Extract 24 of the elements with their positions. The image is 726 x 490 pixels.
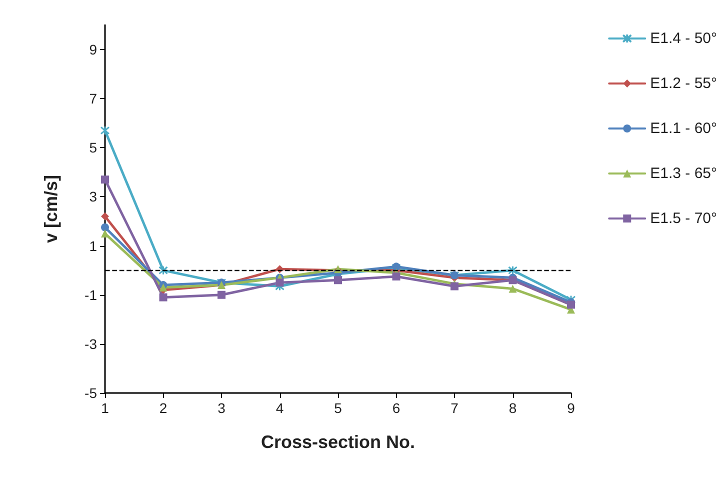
x-axis-title: Cross-section No. <box>260 432 416 452</box>
y-tick-label: 9 <box>89 42 98 58</box>
legend-label: E1.1 - 60° <box>650 120 718 137</box>
y-tick-label: -5 <box>84 385 98 401</box>
y-tick-label: 5 <box>89 140 98 156</box>
y-tick-label: 7 <box>89 90 98 107</box>
legend-label: E1.5 - 70° <box>650 210 718 227</box>
x-tick-label: 2 <box>159 400 168 416</box>
x-tick-label: 1 <box>101 400 110 416</box>
x-tick-label: 7 <box>450 400 459 416</box>
legend-label: E1.3 - 65° <box>650 165 718 182</box>
y-tick-label: -3 <box>84 336 98 352</box>
y-tick-label: 1 <box>89 238 98 254</box>
x-tick-label: 3 <box>218 400 226 416</box>
x-tick-label: 6 <box>392 400 400 416</box>
y-tick-label: 3 <box>89 188 98 205</box>
x-tick-label: 5 <box>334 400 342 416</box>
y-tick-label: -1 <box>84 286 98 303</box>
x-tick-label: 9 <box>567 400 576 416</box>
y-axis-title: v [cm/s] <box>41 174 61 244</box>
legend-label: E1.4 - 50° <box>650 30 718 47</box>
legend-label: E1.2 - 55° <box>650 75 718 92</box>
x-tick-label: 8 <box>508 400 517 416</box>
x-tick-label: 4 <box>276 400 284 416</box>
